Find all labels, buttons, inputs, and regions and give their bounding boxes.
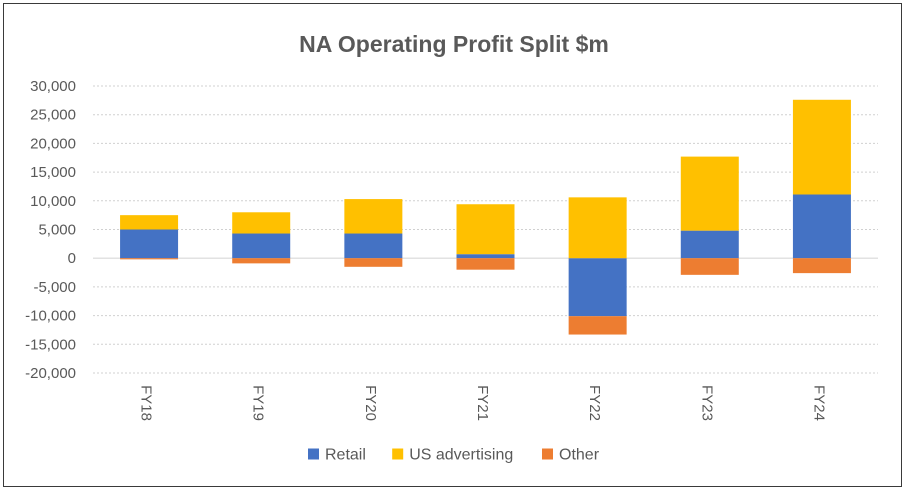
x-tick-label: FY21 [474, 385, 491, 421]
bar-other-fy20 [344, 258, 403, 267]
bar-us-advertising-fy19 [232, 212, 291, 234]
bar-us-advertising-fy24 [792, 99, 851, 195]
x-axis-category-labels: FY18 FY19 FY20 FY21 FY22 FY23 FY24 [138, 385, 828, 421]
x-tick-label: FY19 [250, 385, 267, 421]
legend-item-retail: Retail [308, 447, 366, 464]
bar-us-advertising-fy20 [344, 199, 403, 234]
legend-item-us-advertising: US advertising [392, 447, 513, 464]
bar-retail-fy21 [456, 254, 515, 259]
y-tick-label: -20,000 [25, 365, 76, 382]
y-tick-label: -5,000 [33, 279, 76, 296]
x-tick-label: FY24 [810, 385, 827, 421]
y-tick-label: -10,000 [25, 308, 76, 325]
bar-other-fy24 [792, 258, 851, 274]
y-tick-label: 15,000 [30, 164, 76, 181]
y-tick-label: 10,000 [30, 193, 76, 210]
bar-retail-fy23 [680, 230, 739, 259]
y-tick-label: 30,000 [30, 78, 76, 95]
x-tick-label: FY20 [362, 385, 379, 421]
bar-retail-fy22 [568, 258, 627, 317]
bar-other-fy21 [456, 258, 515, 270]
bar-retail-fy24 [792, 194, 851, 259]
legend-swatch [392, 448, 404, 460]
y-tick-label: 0 [68, 250, 76, 267]
legend-item-other: Other [542, 447, 600, 464]
x-tick-label: FY22 [586, 385, 603, 421]
bar-other-fy19 [232, 258, 291, 264]
bar-other-fy22 [568, 316, 627, 335]
bar-retail-fy19 [232, 233, 291, 259]
chart-title: NA Operating Profit Split $m [299, 31, 609, 57]
legend-label: US advertising [409, 447, 513, 464]
bar-us-advertising-fy23 [680, 156, 739, 231]
legend-swatch [308, 448, 319, 460]
y-tick-label: 20,000 [30, 135, 76, 152]
bar-retail-fy20 [344, 233, 403, 259]
bars [120, 99, 851, 335]
y-tick-label: 5,000 [38, 222, 76, 239]
bar-us-advertising-fy18 [120, 215, 179, 230]
bar-us-advertising-fy22 [568, 197, 627, 259]
x-tick-label: FY18 [138, 385, 155, 421]
legend: Retail US advertising Other [308, 447, 600, 464]
y-tick-label: 25,000 [30, 107, 76, 124]
bar-us-advertising-fy21 [456, 204, 515, 255]
legend-swatch [542, 448, 553, 460]
y-tick-label: -15,000 [25, 336, 76, 353]
legend-label: Other [559, 447, 600, 464]
bar-other-fy23 [680, 258, 739, 275]
x-tick-label: FY23 [698, 385, 715, 421]
bar-retail-fy18 [120, 229, 179, 259]
legend-label: Retail [325, 447, 366, 464]
y-axis-tick-labels: 30,000 25,000 20,000 15,000 10,000 5,000 0 -5,0… [25, 78, 76, 382]
bar-other-fy18 [120, 258, 179, 260]
